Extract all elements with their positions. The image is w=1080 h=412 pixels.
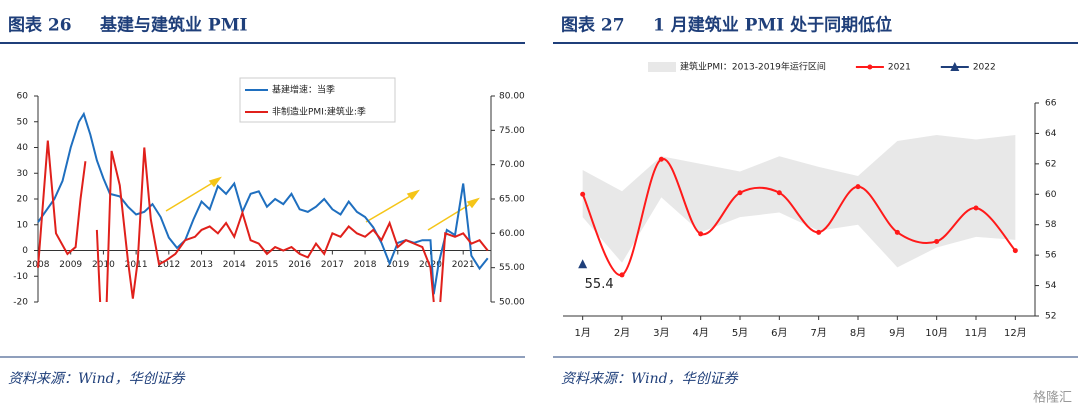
y-tick-label: 10 [17, 220, 29, 230]
legend-label: 非制造业PMI:建筑业:季 [272, 106, 366, 118]
x-tick-label: 9月 [889, 327, 905, 339]
x-tick-label: 2011 [125, 260, 148, 270]
point-marker [580, 191, 586, 197]
arrow [365, 194, 413, 223]
source: 资料来源：Wind，华创证券 [8, 371, 186, 387]
y-tick-label: 60 [17, 92, 29, 102]
x-tick-label: 2016 [288, 260, 311, 270]
x-tick-label: 2010 [92, 260, 115, 270]
arrow-head [208, 176, 222, 188]
y2-tick-label: 80.00 [499, 92, 525, 102]
arrow-head [406, 189, 420, 201]
x-tick-label: 6月 [771, 327, 787, 339]
x-tick-label: 2015 [255, 260, 278, 270]
x-tick-label: 3月 [653, 327, 669, 339]
y-tick-label: 50 [17, 117, 29, 127]
x-tick-label: 2012 [157, 260, 180, 270]
figure-label: 图表 27 [561, 15, 625, 36]
point-marker [658, 156, 664, 162]
y2-tick-label: 70.00 [499, 160, 525, 170]
y-tick-label: 40 [17, 143, 29, 153]
trend-arrows [165, 176, 480, 231]
y-tick-label: 62 [1045, 159, 1056, 169]
legend-marker [867, 64, 873, 70]
x-tick-label: 2020 [419, 260, 442, 270]
y-tick-label: 54 [1045, 281, 1057, 291]
figure-label: 图表 26 [8, 15, 72, 36]
y-tick-label: 0 [22, 246, 28, 256]
watermark: 格隆汇 [1033, 390, 1072, 406]
legend-label: 2021 [888, 63, 911, 73]
arrow [427, 202, 473, 231]
legend-label: 2022 [973, 63, 996, 73]
y2-tick-label: 65.00 [499, 195, 525, 205]
y2-tick-label: 50.00 [499, 298, 525, 308]
y2-tick-label: 60.00 [499, 229, 525, 239]
legend-marker [950, 62, 960, 71]
x-tick-label: 2013 [190, 260, 213, 270]
legend-label: 建筑业PMI：2013-2019年运行区间 [680, 61, 826, 73]
x-tick-label: 4月 [692, 327, 708, 339]
point-marker [776, 190, 782, 196]
x-tick-label: 8月 [850, 327, 866, 339]
point-marker [737, 190, 743, 196]
point-marker [1012, 248, 1018, 254]
legend-box [239, 77, 396, 123]
x-tick-label: 2017 [321, 260, 344, 270]
y-tick-label: 64 [1045, 129, 1057, 139]
x-tick-label: 1月 [574, 327, 590, 339]
point-marker [816, 229, 822, 235]
x-tick-label: 2009 [59, 260, 82, 270]
chart-title: 1 月建筑业 PMI 处于同期低位 [653, 15, 892, 36]
point-marker [698, 231, 704, 237]
point-marker [619, 272, 625, 278]
y-tick-label: -20 [13, 298, 28, 308]
arrow-head [466, 197, 480, 209]
y2-tick-label: 55.00 [499, 263, 525, 273]
point-marker [934, 238, 940, 244]
y-tick-label: 58 [1045, 220, 1057, 230]
x-tick-label: 7月 [810, 327, 826, 339]
x-tick-label: 2019 [386, 260, 409, 270]
range-band [582, 134, 1016, 268]
x-tick-label: 2018 [354, 260, 377, 270]
arrow [165, 181, 215, 212]
x-tick-label: 2月 [614, 327, 630, 339]
y-tick-label: 20 [17, 195, 29, 205]
y2-tick-label: 75.00 [499, 126, 525, 136]
data-label: 55.4 [585, 277, 614, 292]
y-tick-label: 30 [17, 169, 29, 179]
x-tick-label: 12月 [1004, 327, 1027, 339]
x-tick-label: 2021 [452, 260, 475, 270]
point-marker [578, 259, 588, 269]
point-marker [973, 205, 979, 211]
legend-swatch [648, 62, 676, 72]
point-marker [855, 184, 861, 190]
x-tick-label: 10月 [925, 327, 948, 339]
x-tick-label: 2014 [223, 260, 246, 270]
y-tick-label: 66 [1045, 99, 1057, 109]
series-line [37, 140, 489, 303]
y-tick-label: -10 [13, 272, 28, 282]
legend-label: 基建增速：当季 [272, 84, 335, 96]
chart-title: 基建与建筑业 PMI [99, 15, 248, 36]
y-tick-label: 52 [1045, 312, 1056, 322]
x-tick-label: 11月 [965, 327, 988, 339]
y-tick-label: 60 [1045, 190, 1057, 200]
y-tick-label: 56 [1045, 251, 1057, 261]
x-tick-label: 5月 [732, 327, 748, 339]
source: 资料来源：Wind，华创证券 [561, 371, 739, 387]
series-line [37, 111, 489, 295]
point-marker [894, 229, 900, 235]
